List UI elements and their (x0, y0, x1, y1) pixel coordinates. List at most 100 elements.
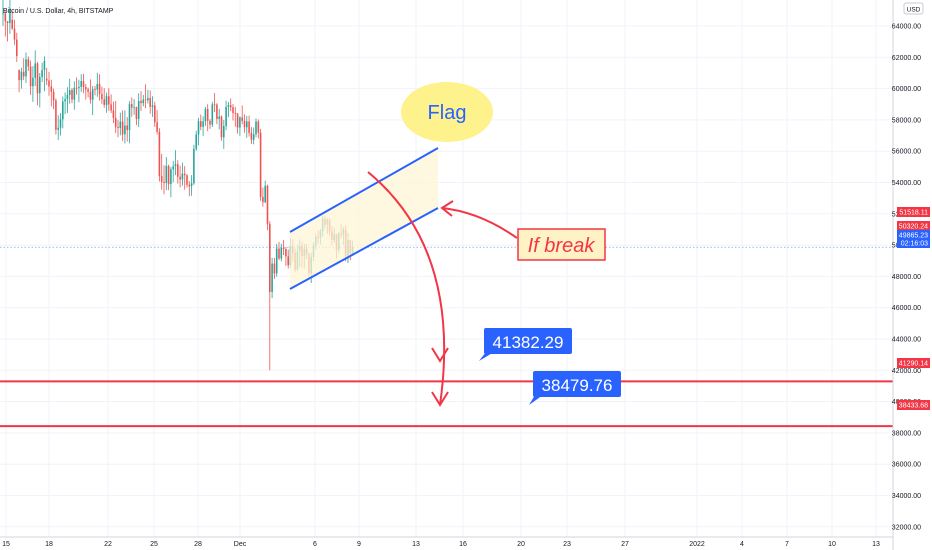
price-tick-label: 36000.00 (892, 462, 921, 469)
time-axis[interactable]: 15 18 22 25 28 Dec 6 9 13 16 20 23 27 2022 4 7 10 13 (2, 541, 880, 548)
if-break-box (517, 228, 606, 261)
candle-body (131, 104, 133, 108)
arrowhead-lower (431, 391, 449, 407)
candle-body (119, 121, 122, 129)
price-tag-label: 49865.23 (899, 233, 928, 240)
candle-body (250, 132, 253, 140)
flag-lower-line (289, 207, 439, 290)
candle-body (232, 107, 234, 114)
candle-body (243, 120, 246, 128)
candle-body (156, 122, 158, 132)
candle-body (269, 223, 271, 293)
candle-body (108, 96, 110, 105)
candle-body (103, 99, 105, 105)
candle-body (18, 69, 20, 81)
candle-body (170, 169, 172, 185)
candle-body (165, 165, 168, 183)
time-tick-label: Dec (234, 541, 247, 548)
time-tick-label: 18 (45, 541, 53, 548)
level-callout-lower-pointer (529, 395, 543, 405)
candle-body (149, 97, 151, 107)
candle-body (43, 61, 46, 71)
price-tick-label: 54000.00 (892, 180, 921, 187)
candle-body (160, 176, 163, 182)
candle-body (101, 94, 103, 100)
currency-button[interactable]: USD (903, 2, 924, 15)
candle-body (282, 247, 285, 250)
candle-body (27, 59, 30, 67)
price-tag-label: 38433.68 (899, 403, 928, 410)
candle-body (41, 70, 43, 77)
price-tick-label: 34000.00 (892, 493, 921, 500)
candle-body (163, 181, 165, 183)
time-tick-label: 2022 (689, 541, 705, 548)
candle-body (229, 105, 232, 108)
time-tick-label: 27 (621, 541, 629, 548)
candle-body (144, 99, 147, 101)
candle-body (234, 113, 237, 114)
price-tick-label: 64000.00 (892, 24, 921, 31)
candle-body (252, 134, 255, 140)
candle-body (36, 63, 39, 94)
time-tick-label: 23 (563, 541, 571, 548)
price-tick-label: 48000.00 (892, 274, 921, 281)
price-tick-label: 58000.00 (892, 117, 921, 124)
candle-body (264, 185, 266, 203)
candle-body (154, 105, 156, 123)
time-tick-label: 4 (740, 541, 744, 548)
candle-body (227, 105, 230, 107)
candle-body (259, 132, 262, 197)
candle-body (48, 80, 50, 87)
price-tick-label: 38000.00 (892, 430, 921, 437)
candle-body (128, 104, 131, 131)
candle-body (39, 76, 41, 94)
candle-body (140, 100, 142, 104)
level-callout-upper (484, 328, 572, 354)
candle-body (89, 91, 92, 100)
candle-body (223, 126, 225, 138)
flag-channel-fill (290, 148, 438, 289)
time-tick-label: 7 (785, 541, 789, 548)
candle-body (257, 121, 260, 133)
candle-body (62, 101, 64, 120)
candle-body (266, 185, 269, 224)
if-break-label: If break (528, 235, 596, 257)
candle-body (57, 127, 59, 130)
candle-body (91, 89, 94, 100)
candle-body (133, 107, 135, 109)
price-tag-box (897, 207, 930, 217)
time-tick-label: 28 (194, 541, 202, 548)
candle-body (29, 66, 32, 87)
candle-body (45, 78, 48, 81)
candle-body (110, 104, 112, 111)
candle-body (105, 96, 108, 105)
candle-body (98, 83, 101, 95)
candle-body (80, 81, 82, 87)
candle-body (211, 104, 214, 125)
candle-body (147, 97, 149, 101)
candle-body (273, 263, 276, 274)
price-tag-label: 51518.11 (899, 210, 928, 217)
candle-body (22, 71, 25, 77)
candle-body (181, 173, 184, 180)
price-tick-label: 44000.00 (892, 337, 921, 344)
candle-body (73, 87, 76, 100)
break-arrow (441, 207, 518, 239)
level-callout-lower-text: 38479.76 (542, 376, 613, 395)
arrowhead-upper (431, 347, 449, 363)
candle-body (114, 117, 117, 127)
candle-body (239, 117, 241, 128)
projection-arc (367, 171, 446, 406)
time-tick-label: 9 (357, 541, 361, 548)
candle-body (68, 90, 71, 96)
candle-body (183, 173, 186, 176)
candle-body (66, 95, 69, 100)
candle-body (190, 183, 193, 187)
flag-bubble (401, 82, 493, 142)
candle-body (142, 99, 145, 104)
candle-body (271, 263, 273, 293)
price-tag-box (897, 400, 930, 410)
candle-body (186, 175, 188, 185)
